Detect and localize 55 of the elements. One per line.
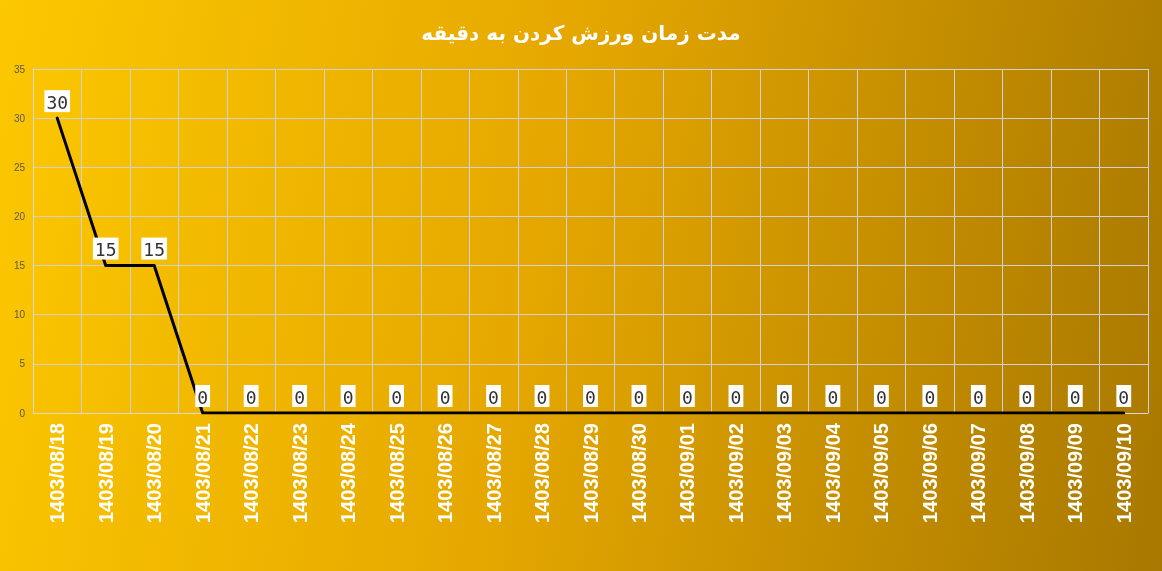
x-tick-label: 1403/08/21	[191, 423, 214, 524]
chart-title: مدت زمان ورزش کردن به دقیقه	[421, 21, 741, 45]
data-label: 0	[924, 386, 936, 408]
data-label: 0	[585, 386, 596, 408]
y-tick-label: 10	[13, 309, 26, 321]
y-tick-label: 25	[13, 161, 26, 173]
y-tick-label: 30	[13, 112, 26, 124]
data-label: 0	[1021, 386, 1033, 408]
x-tick-label: 1403/09/04	[821, 422, 844, 524]
data-label: 0	[245, 386, 257, 408]
x-tick-label: 1403/08/20	[143, 423, 166, 524]
data-label: 0	[827, 386, 839, 408]
data-label: 0	[778, 386, 790, 408]
x-tick-label: 1403/08/24	[337, 422, 360, 524]
y-tick-label: 0	[19, 407, 26, 419]
data-label: 0	[875, 386, 887, 408]
y-tick-label: 20	[13, 210, 26, 222]
x-tick-label: 1403/08/27	[482, 423, 505, 524]
x-tick-label: 1403/08/22	[240, 423, 263, 524]
data-label: 15	[94, 239, 117, 261]
x-tick-label: 1403/09/10	[1112, 423, 1135, 524]
x-tick-label: 1403/09/03	[773, 423, 796, 524]
data-label: 0	[1118, 386, 1130, 408]
x-tick-label: 1403/09/06	[918, 423, 941, 524]
x-tick-label: 1403/08/23	[288, 423, 311, 524]
data-label: 0	[633, 386, 645, 408]
data-label: 0	[1069, 386, 1081, 408]
x-tick-label: 1403/09/07	[967, 423, 990, 524]
data-label: 0	[536, 386, 548, 408]
x-tick-label: 1403/08/30	[627, 423, 650, 524]
x-tick-label: 1403/08/19	[94, 423, 117, 524]
data-label: 0	[197, 386, 209, 408]
x-tick-label: 1403/08/18	[46, 423, 69, 524]
y-tick-label: 5	[19, 358, 26, 370]
y-tick-label: 15	[13, 260, 26, 272]
data-label: 0	[682, 386, 693, 408]
data-label: 0	[294, 386, 306, 408]
data-label: 0	[439, 386, 451, 408]
data-label: 30	[46, 91, 69, 113]
x-tick-label: 1403/08/28	[531, 423, 554, 524]
data-label: 15	[143, 239, 166, 261]
x-tick-label: 1403/09/05	[870, 423, 893, 524]
x-tick-label: 1403/09/08	[1015, 423, 1038, 524]
data-label: 0	[342, 386, 354, 408]
data-label: 0	[391, 386, 403, 408]
x-tick-label: 1403/08/25	[385, 423, 408, 524]
data-label: 0	[488, 386, 499, 408]
x-tick-label: 1403/08/29	[579, 423, 602, 524]
x-tick-label: 1403/09/01	[676, 423, 699, 524]
x-tick-label: 1403/09/09	[1064, 423, 1087, 524]
y-tick-label: 35	[13, 63, 26, 75]
data-label: 0	[972, 386, 984, 408]
data-label: 0	[730, 386, 742, 408]
x-tick-label: 1403/09/02	[724, 423, 747, 524]
x-tick-label: 1403/08/26	[434, 423, 457, 524]
